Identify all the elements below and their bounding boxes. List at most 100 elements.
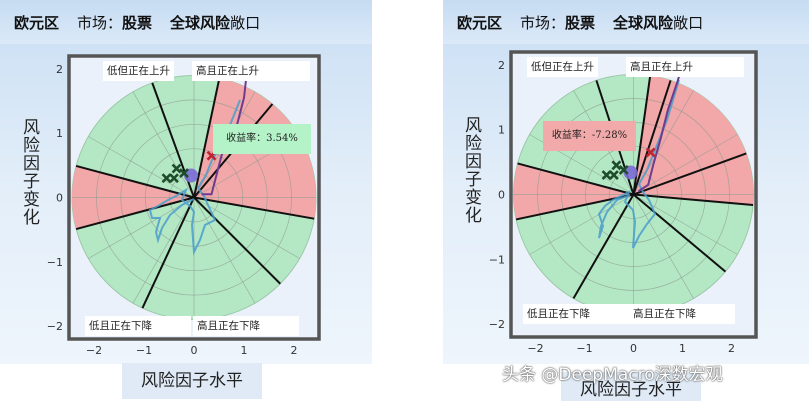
plot-frame — [67, 54, 321, 341]
exposure-suffix: 敞口 — [230, 13, 261, 32]
sector-boundary — [193, 77, 221, 198]
y-tick-label: 0 — [56, 192, 63, 205]
y-tick-label: 0 — [498, 189, 505, 202]
history-point — [161, 173, 172, 184]
history-point-stroke — [171, 163, 182, 174]
exposure-prefix: 全球风险 — [613, 13, 674, 32]
exposure-field: 全球风险敞口 — [613, 12, 703, 33]
quadrant-label-low-rising: 低但正在上升 — [527, 57, 598, 77]
sector-boundary — [193, 196, 281, 285]
quadrant-label-high-rising: 高且正在上升 — [192, 61, 310, 81]
y-axis-label: 风险因子变化 — [19, 118, 39, 226]
chart-header: 欧元区 市场：股票 全球风险敞口 — [0, 0, 372, 44]
sector-boundary — [632, 193, 727, 273]
exposure-prefix: 全球风险 — [170, 13, 231, 32]
current-point — [645, 147, 656, 158]
grid-spoke — [633, 194, 694, 299]
x-tick-label: 0 — [630, 342, 637, 355]
chart-header: 欧元区 市场：股票 全球风险敞口 — [443, 0, 809, 44]
x-tick-label: −1 — [136, 344, 152, 357]
quadrant-label-high-falling: 高且正在下降 — [629, 304, 735, 324]
x-tick-label: 0 — [191, 344, 198, 357]
history-point — [608, 170, 619, 180]
trajectory-line — [597, 79, 680, 249]
return-label: 收益率：3.54% — [213, 124, 311, 154]
sector-boundary — [517, 162, 634, 196]
sector-boundary — [572, 193, 635, 299]
quadrant-label-low-falling: 低且正在下降 — [523, 304, 629, 324]
x-tick-label: 2 — [728, 342, 735, 355]
region-label: 欧元区 — [14, 13, 60, 32]
history-point-stroke — [618, 164, 629, 175]
watermark: 头条 @DeepMacro深数宏观 — [502, 365, 723, 385]
sector-boundary — [193, 196, 315, 220]
origin-marker — [184, 168, 198, 183]
history-point — [169, 173, 179, 184]
x-tick-label: −2 — [527, 342, 543, 355]
history-point-stroke — [179, 168, 189, 178]
history-point-stroke — [601, 170, 612, 180]
y-tick-label: 1 — [56, 127, 63, 140]
market-label: 市场： — [77, 13, 123, 32]
trajectory-recent-line — [637, 64, 684, 193]
market-label: 市场： — [520, 13, 566, 32]
current-point-stroke — [645, 147, 656, 158]
x-tick-label: 1 — [679, 342, 686, 355]
y-tick-label: 1 — [498, 124, 505, 137]
y-tick-label: −1 — [47, 256, 63, 269]
x-tick-label: 2 — [291, 344, 298, 357]
plot-content — [71, 75, 317, 320]
red-sector-3 — [513, 163, 634, 220]
grid-spoke — [193, 197, 300, 259]
sector-boundary — [141, 197, 195, 309]
origin-marker — [623, 165, 638, 180]
history-point — [171, 163, 182, 174]
chart-panel-right: 欧元区 市场：股票 全球风险敞口 −2 −1 0 1 2 −2 −1 0 1 2 风险因子变化 风… — [443, 0, 809, 401]
quadrant-label-low-falling: 低且正在下降 — [85, 316, 191, 336]
sector-boundary — [632, 80, 672, 195]
history-point-stroke — [161, 173, 172, 184]
exposure-field: 全球风险敞口 — [170, 12, 260, 33]
quadrant-label-high-falling: 高且正在下降 — [193, 316, 299, 336]
history-point — [179, 168, 189, 178]
history-point-stroke — [611, 160, 622, 171]
y-tick-label: −2 — [47, 320, 63, 333]
polar-chart-left: −2 −1 0 1 2 −2 −1 0 1 2 — [47, 54, 321, 357]
history-point-stroke — [608, 170, 619, 180]
grid-spoke — [529, 194, 634, 255]
y-tick-label: −1 — [489, 253, 505, 266]
sector-boundary — [75, 196, 195, 231]
grid-spoke — [132, 197, 195, 304]
y-tick-label: −2 — [489, 318, 505, 331]
grid-spoke — [88, 197, 195, 259]
x-tick-label: 1 — [241, 344, 248, 357]
market-value: 股票 — [565, 13, 596, 32]
grid-spoke — [193, 197, 256, 304]
y-tick-label: 2 — [56, 63, 63, 76]
x-tick-label: −1 — [576, 342, 592, 355]
market-field: 市场：股票 — [77, 12, 152, 33]
x-tick-label: −2 — [86, 344, 102, 357]
grid-spoke — [132, 91, 195, 198]
sector-boundary — [75, 164, 195, 199]
market-value: 股票 — [122, 13, 153, 32]
x-axis-label: 风险因子水平 — [122, 363, 262, 399]
region-label: 欧元区 — [457, 13, 503, 32]
quadrant-label-low-rising: 低但正在上升 — [103, 61, 174, 81]
red-sector-2 — [633, 153, 754, 205]
trajectory-line — [148, 99, 241, 256]
history-point — [601, 170, 612, 180]
chart-panel-left: 欧元区 市场：股票 全球风险敞口 −2 −1 0 1 2 −2 −1 0 1 2 风险因子变化 风… — [0, 0, 372, 401]
history-point — [611, 160, 622, 171]
sector-boundary — [633, 193, 754, 206]
sector-boundary — [633, 152, 747, 196]
y-axis-label: 风险因子变化 — [461, 116, 481, 224]
y-tick-label: 2 — [498, 59, 505, 72]
exposure-suffix: 敞口 — [673, 13, 704, 32]
return-label: 收益率：-7.28% — [543, 121, 636, 151]
history-point-stroke — [169, 173, 179, 184]
grid-spoke — [88, 136, 195, 198]
history-point — [618, 164, 629, 175]
plot-frame — [509, 50, 758, 339]
quadrant-label-high-rising: 高且正在上升 — [626, 57, 744, 77]
